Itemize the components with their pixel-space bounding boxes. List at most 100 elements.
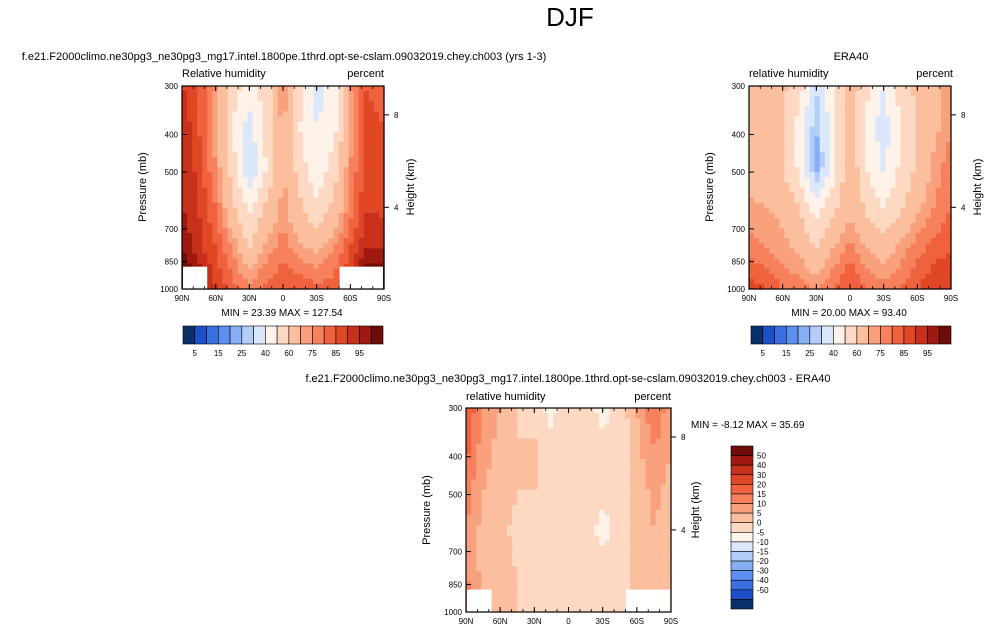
heatmap-cell bbox=[263, 279, 269, 285]
y2label-model: Height (km) bbox=[405, 159, 417, 216]
heatmap-cell bbox=[323, 127, 329, 133]
heatmap-cell bbox=[604, 525, 610, 531]
heatmap-cell bbox=[815, 127, 821, 133]
heatmap-cell bbox=[875, 248, 881, 254]
heatmap-cell bbox=[238, 188, 244, 194]
heatmap-cell bbox=[635, 444, 641, 450]
heatmap-cell bbox=[507, 469, 513, 475]
heatmap-cell bbox=[911, 86, 917, 92]
heatmap-cell bbox=[364, 137, 370, 143]
heatmap-cell bbox=[563, 490, 569, 496]
heatmap-cell bbox=[875, 259, 881, 265]
heatmap-cell bbox=[810, 132, 816, 138]
heatmap-cell bbox=[830, 253, 836, 259]
heatmap-cell bbox=[502, 592, 508, 598]
heatmap-cell bbox=[926, 203, 932, 209]
heatmap-cell bbox=[563, 428, 569, 434]
heatmap-cell bbox=[901, 182, 907, 188]
heatmap-cell bbox=[563, 525, 569, 531]
heatmap-cell bbox=[815, 96, 821, 102]
heatmap-cell bbox=[936, 137, 942, 143]
heatmap-cell bbox=[253, 127, 259, 133]
heatmap-cell bbox=[656, 515, 662, 521]
heatmap-cell bbox=[303, 248, 309, 254]
heatmap-cell bbox=[323, 228, 329, 234]
heatmap-cell bbox=[875, 147, 881, 153]
heatmap-cell bbox=[584, 474, 590, 480]
heatmap-cell bbox=[661, 566, 667, 572]
heatmap-cell bbox=[476, 546, 482, 552]
x-tick-label: 0 bbox=[848, 294, 853, 303]
heatmap-cell bbox=[233, 142, 239, 148]
heatmap-cell bbox=[543, 495, 549, 501]
heatmap-cell bbox=[182, 111, 188, 117]
heatmap-cell bbox=[589, 505, 595, 511]
heatmap-cell bbox=[890, 147, 896, 153]
heatmap-cell bbox=[507, 413, 513, 419]
heatmap-cell bbox=[916, 188, 922, 194]
heatmap-cell bbox=[931, 172, 937, 178]
heatmap-cell bbox=[288, 182, 294, 188]
heatmap-cell bbox=[901, 213, 907, 219]
heatmap-cell bbox=[308, 188, 314, 194]
heatmap-cell bbox=[202, 243, 208, 249]
heatmap-cell bbox=[805, 111, 811, 117]
heatmap-cell bbox=[293, 233, 299, 239]
heatmap-cell bbox=[374, 188, 380, 194]
heatmap-cell bbox=[574, 413, 580, 419]
heatmap-cell bbox=[222, 279, 228, 285]
heatmap-cell bbox=[364, 248, 370, 254]
heatmap-cell bbox=[794, 182, 800, 188]
heatmap-cell bbox=[522, 439, 528, 445]
heatmap-cell bbox=[800, 208, 806, 214]
heatmap-cell bbox=[349, 137, 355, 143]
heatmap-cell bbox=[845, 274, 851, 280]
heatmap-cell bbox=[645, 566, 651, 572]
heatmap-cell bbox=[579, 479, 585, 485]
heatmap-cell bbox=[227, 162, 233, 168]
heatmap-cell bbox=[481, 490, 487, 496]
heatmap-cell bbox=[604, 597, 610, 603]
heatmap-cell bbox=[374, 208, 380, 214]
heatmap-cell bbox=[318, 248, 324, 254]
y-tick-label: 300 bbox=[732, 82, 746, 91]
heatmap-cell bbox=[630, 566, 636, 572]
heatmap-cell bbox=[563, 592, 569, 598]
heatmap-cell bbox=[931, 208, 937, 214]
heatmap-cell bbox=[227, 182, 233, 188]
heatmap-cell bbox=[769, 142, 775, 148]
heatmap-cell bbox=[374, 218, 380, 224]
heatmap-cell bbox=[865, 106, 871, 112]
heatmap-cell bbox=[916, 274, 922, 280]
heatmap-cell bbox=[860, 223, 866, 229]
heatmap-cell bbox=[512, 551, 518, 557]
heatmap-cell bbox=[875, 233, 881, 239]
heatmap-cell bbox=[476, 581, 482, 587]
heatmap-cell bbox=[553, 551, 559, 557]
heatmap-cell bbox=[941, 137, 947, 143]
heatmap-cell bbox=[931, 238, 937, 244]
heatmap-cell bbox=[845, 208, 851, 214]
heatmap-cell bbox=[197, 248, 203, 254]
heatmap-cell bbox=[512, 428, 518, 434]
heatmap-cell bbox=[303, 259, 309, 265]
heatmap-cell bbox=[538, 515, 544, 521]
heatmap-cell bbox=[217, 132, 223, 138]
heatmap-cell bbox=[599, 571, 605, 577]
heatmap-cell bbox=[661, 428, 667, 434]
heatmap-cell bbox=[635, 449, 641, 455]
heatmap-cell bbox=[640, 536, 646, 542]
heatmap-cell bbox=[558, 576, 564, 582]
colorbar-label: 75 bbox=[876, 349, 885, 358]
heatmap-cell bbox=[344, 177, 350, 183]
heatmap-cell bbox=[293, 101, 299, 107]
heatmap-cell bbox=[243, 111, 249, 117]
heatmap-cell bbox=[615, 541, 621, 547]
heatmap-cell bbox=[273, 122, 279, 128]
heatmap-cell bbox=[187, 259, 193, 265]
heatmap-cell bbox=[512, 423, 518, 429]
heatmap-cell bbox=[625, 423, 631, 429]
heatmap-cell bbox=[916, 137, 922, 143]
heatmap-cell bbox=[233, 264, 239, 270]
heatmap-cell bbox=[243, 238, 249, 244]
